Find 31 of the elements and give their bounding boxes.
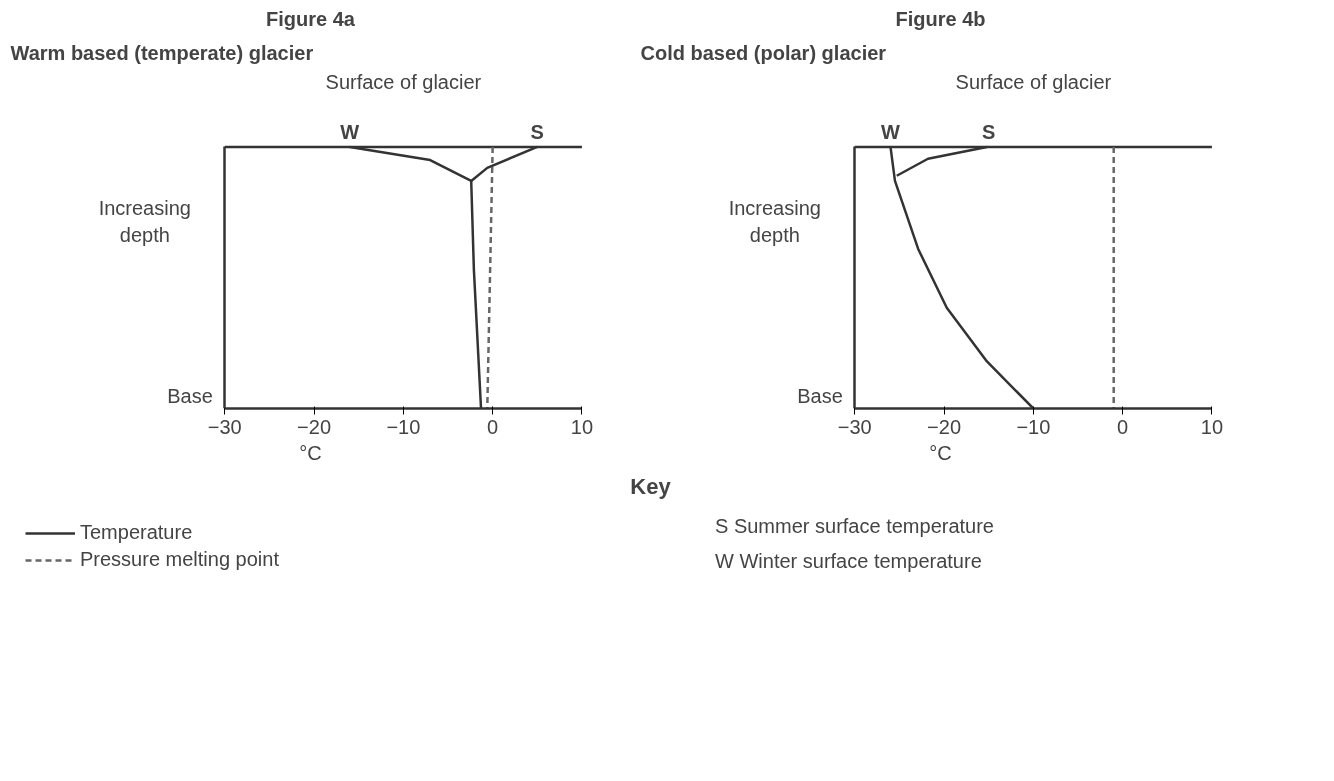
annotation: S — [530, 120, 544, 143]
x-tick-label: −30 — [837, 415, 872, 438]
x-tick-label: −10 — [1016, 415, 1051, 438]
x-tick-label: 0 — [1117, 415, 1129, 438]
legend-label: Pressure melting point — [80, 548, 279, 571]
chart-title: Figure 4a — [266, 7, 356, 30]
y-axis-title: Increasing depth — [98, 197, 191, 246]
chart-title: Figure 4b — [895, 7, 986, 30]
x-tick-label: 10 — [1200, 415, 1224, 438]
x-tick-label: 10 — [570, 415, 594, 438]
annotation: S — [982, 120, 996, 143]
chart-subtitle: Warm based (temperate) glacier — [10, 41, 314, 64]
text: Key — [630, 473, 672, 499]
text: Base — [167, 384, 213, 407]
x-tick-label: 0 — [487, 415, 499, 438]
text: W Winter surface temperature — [715, 549, 982, 572]
text: Surface of glacier — [955, 70, 1112, 93]
x-tick-label: −20 — [927, 415, 962, 438]
x-tick-label: −30 — [207, 415, 242, 438]
legend-label: Temperature — [80, 521, 193, 544]
x-axis-title: °C — [929, 441, 952, 464]
x-tick-label: −10 — [386, 415, 421, 438]
y-axis-title: Increasing depth — [728, 197, 821, 246]
annotation: W — [340, 120, 360, 143]
text: Base — [797, 384, 843, 407]
text: Surface of glacier — [325, 70, 482, 93]
text: S Summer surface temperature — [715, 514, 994, 537]
x-tick-label: −20 — [297, 415, 332, 438]
annotation: W — [881, 120, 901, 143]
chart-subtitle: Cold based (polar) glacier — [640, 41, 887, 64]
x-axis-title: °C — [299, 441, 322, 464]
